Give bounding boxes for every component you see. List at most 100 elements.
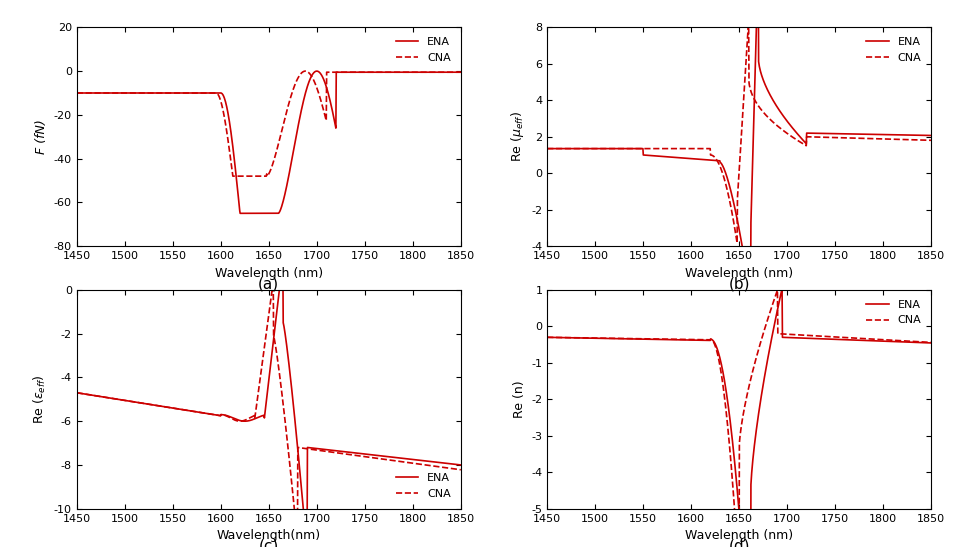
- CNA: [925, 137, 937, 143]
- Y-axis label: Re (n): Re (n): [513, 381, 526, 418]
- Line: CNA: CNA: [547, 20, 931, 243]
- ENA: [311, 68, 323, 74]
- Line: CNA: CNA: [547, 290, 931, 547]
- ENA: [335, 448, 347, 455]
- X-axis label: Wavelength (nm): Wavelength (nm): [685, 266, 793, 280]
- ENA: [581, 335, 592, 341]
- CNA: [241, 173, 252, 179]
- ENA: [240, 418, 252, 424]
- Legend: ENA, CNA: ENA, CNA: [862, 295, 925, 330]
- Line: ENA: ENA: [77, 71, 461, 213]
- ENA: [710, 157, 722, 164]
- ENA: [241, 210, 252, 217]
- CNA: [372, 69, 383, 75]
- ENA: [925, 132, 937, 139]
- ENA: [842, 336, 853, 343]
- CNA: [697, 336, 708, 343]
- CNA: [292, 537, 303, 543]
- Y-axis label: F (fN): F (fN): [36, 119, 48, 154]
- ENA: [71, 90, 83, 96]
- CNA: [228, 173, 239, 179]
- Line: ENA: ENA: [547, 0, 931, 298]
- CNA: [455, 69, 467, 75]
- ENA: [455, 69, 467, 75]
- CNA: [110, 90, 122, 96]
- ENA: [372, 69, 383, 75]
- CNA: [842, 135, 853, 141]
- Legend: ENA, CNA: ENA, CNA: [392, 33, 455, 67]
- Legend: ENA, CNA: ENA, CNA: [862, 33, 925, 67]
- CNA: [335, 450, 347, 457]
- CNA: [378, 69, 390, 75]
- CNA: [372, 455, 383, 462]
- CNA: [541, 334, 553, 341]
- Line: ENA: ENA: [547, 289, 931, 547]
- CNA: [805, 133, 817, 140]
- CNA: [697, 146, 708, 152]
- ENA: [710, 343, 722, 350]
- ENA: [227, 414, 238, 421]
- ENA: [541, 334, 553, 341]
- ENA: [372, 452, 383, 459]
- Y-axis label: Re ($\mu_{eff}$): Re ($\mu_{eff}$): [509, 111, 526, 162]
- CNA: [455, 467, 467, 473]
- Line: CNA: CNA: [77, 71, 461, 176]
- CNA: [268, 278, 279, 285]
- CNA: [842, 334, 853, 341]
- CNA: [710, 346, 722, 353]
- CNA: [925, 339, 937, 346]
- ENA: [805, 335, 817, 342]
- ENA: [378, 453, 390, 459]
- ENA: [805, 130, 817, 137]
- ENA: [234, 210, 246, 217]
- ENA: [378, 69, 390, 75]
- CNA: [300, 68, 311, 74]
- CNA: [227, 167, 238, 174]
- ENA: [849, 131, 860, 137]
- CNA: [710, 156, 722, 162]
- Text: (d): (d): [729, 539, 750, 547]
- X-axis label: Wavelength (nm): Wavelength (nm): [685, 529, 793, 542]
- ENA: [581, 146, 592, 152]
- Y-axis label: Re ($\varepsilon_{eff}$): Re ($\varepsilon_{eff}$): [33, 375, 48, 424]
- X-axis label: Wavelength(nm): Wavelength(nm): [217, 529, 321, 542]
- X-axis label: Wavelength (nm): Wavelength (nm): [215, 266, 323, 280]
- Text: (c): (c): [258, 539, 279, 547]
- CNA: [743, 17, 755, 24]
- ENA: [697, 156, 708, 163]
- ENA: [110, 395, 122, 402]
- CNA: [805, 333, 817, 339]
- CNA: [849, 335, 860, 341]
- CNA: [732, 240, 743, 246]
- CNA: [378, 456, 390, 463]
- CNA: [335, 69, 347, 75]
- ENA: [925, 340, 937, 346]
- ENA: [697, 337, 708, 344]
- ENA: [277, 257, 289, 264]
- CNA: [227, 416, 238, 422]
- CNA: [541, 146, 553, 152]
- Legend: ENA, CNA: ENA, CNA: [392, 469, 455, 503]
- ENA: [842, 131, 853, 137]
- ENA: [455, 462, 467, 468]
- Line: ENA: ENA: [77, 260, 461, 547]
- ENA: [849, 337, 860, 344]
- CNA: [581, 335, 592, 341]
- CNA: [71, 389, 83, 396]
- CNA: [71, 90, 83, 96]
- Line: CNA: CNA: [77, 282, 461, 540]
- ENA: [777, 286, 788, 292]
- Text: (b): (b): [729, 276, 750, 291]
- ENA: [71, 389, 83, 396]
- ENA: [227, 137, 238, 144]
- CNA: [849, 135, 860, 141]
- CNA: [110, 395, 122, 402]
- CNA: [772, 287, 783, 293]
- Text: (a): (a): [258, 276, 279, 291]
- CNA: [240, 416, 252, 423]
- CNA: [581, 146, 592, 152]
- ENA: [745, 294, 756, 301]
- ENA: [541, 146, 553, 152]
- ENA: [110, 90, 122, 96]
- ENA: [335, 69, 347, 75]
